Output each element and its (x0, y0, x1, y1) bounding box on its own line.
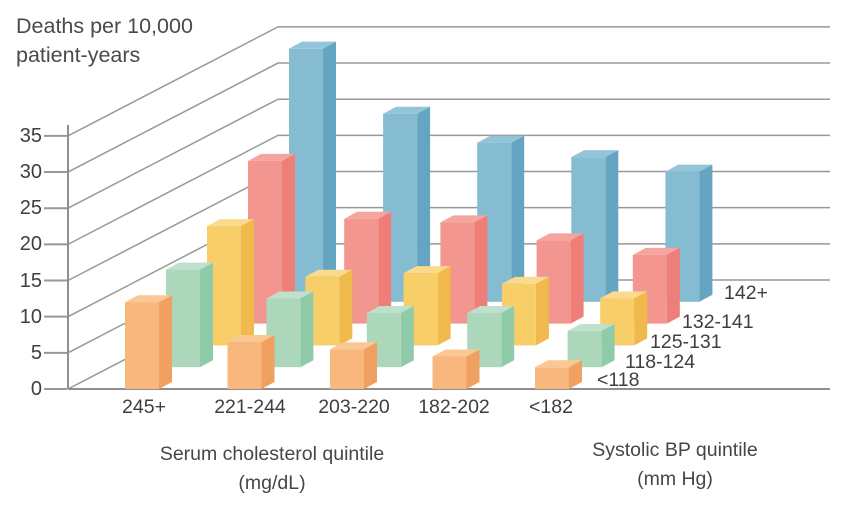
cholesterol-axis-unit: (mg/dL) (238, 472, 306, 494)
category-label-lt182: <182 (529, 396, 573, 418)
cholesterol-axis-title-text: Serum cholesterol quintile (159, 443, 385, 465)
cholesterol-axis-title: Serum cholesterol quintile (mg/dL) (112, 440, 432, 498)
bar-side-face (601, 324, 615, 368)
bar-118-124-182-202 (467, 305, 515, 368)
bar-125-131-245+ (207, 219, 254, 346)
bar-side-face (570, 233, 584, 324)
category-label-245plus: 245+ (122, 396, 166, 418)
bar-top-face (289, 41, 336, 49)
ytick-30: 30 (19, 161, 42, 184)
bar-front-face (227, 341, 262, 389)
bar-top-face (125, 295, 172, 303)
bar-side-face (400, 305, 414, 368)
bar-top-face (467, 305, 515, 313)
chart-title-line1: Deaths per 10,000 (16, 14, 193, 38)
depth-label-125-131: 125-131 (650, 331, 722, 353)
bar-side-face (339, 269, 353, 346)
depth-label-lt118: <118 (597, 369, 640, 391)
bar-<118-245+ (125, 295, 172, 389)
gridline (67, 62, 830, 173)
bar-top-face (567, 324, 615, 332)
bar-top-face (477, 135, 525, 143)
bar-top-face (535, 360, 582, 368)
chart-title-line2: patient-years (16, 43, 141, 67)
depth-label-118-124: 118-124 (625, 351, 696, 373)
chart-title: Deaths per 10,000 patient-years (16, 12, 193, 70)
bp-axis-title-text: Systolic BP quintile (592, 439, 758, 461)
gridline (67, 26, 830, 137)
category-label-221-244: 221-244 (214, 396, 286, 418)
bar-side-face (535, 276, 549, 346)
bar-top-face (227, 334, 275, 342)
bar-side-face (466, 349, 480, 389)
bar-side-face (282, 153, 295, 324)
bp-axis-title: Systolic BP quintile (mm Hg) (515, 436, 835, 494)
bar-side-face (417, 106, 431, 302)
ytick-35: 35 (19, 124, 42, 147)
bar-side-face (501, 305, 515, 368)
bar-top-face (383, 106, 431, 114)
bar-side-face (241, 219, 254, 346)
bar-side-face (437, 266, 451, 346)
gridline (67, 98, 830, 209)
bar-top-face (344, 211, 392, 219)
bar-side-face (261, 334, 275, 389)
bar-side-face (364, 342, 377, 389)
bar-top-face (330, 342, 377, 350)
ytick-10: 10 (19, 305, 42, 328)
bar-side-face (666, 247, 680, 324)
gridline (67, 134, 830, 246)
bar-<118-182-202 (432, 349, 480, 389)
ytick-5: 5 (30, 341, 42, 364)
bar-front-face (535, 367, 569, 389)
bar-side-face (699, 164, 713, 302)
bar-top-face (440, 215, 488, 223)
bar-side-face (378, 211, 392, 324)
bar-top-face (432, 349, 480, 357)
bar-top-face (248, 153, 295, 161)
category-label-182-202: 182-202 (418, 396, 490, 418)
bar-top-face (600, 291, 648, 299)
bar-top-face (266, 291, 314, 299)
ytick-20: 20 (19, 233, 42, 256)
bar-side-face (569, 360, 582, 389)
bar-top-face (665, 164, 713, 172)
bar-top-face (536, 233, 584, 241)
ytick-25: 25 (19, 197, 42, 220)
bar-side-face (605, 150, 619, 302)
bar-top-face (501, 276, 549, 284)
bar-top-face (403, 266, 451, 274)
bar-142+-245+ (289, 41, 336, 302)
bar-front-face (330, 349, 364, 389)
bar-side-face (474, 215, 488, 324)
bar-118-124-245+ (166, 262, 213, 368)
bar-top-face (207, 219, 254, 227)
bar-<118-221-244 (227, 334, 275, 389)
ytick-0: 0 (30, 378, 42, 400)
bar-top-face (166, 262, 213, 270)
bars (125, 41, 713, 389)
bar-side-face (300, 291, 314, 368)
bar-top-face (305, 269, 353, 277)
bar-top-face (571, 150, 619, 158)
bar-<118-<182 (535, 360, 582, 389)
bar-top-face (366, 305, 414, 313)
bar-side-face (323, 41, 336, 302)
depth-label-132-141: 132-141 (682, 311, 754, 333)
bar-<118-203-220 (330, 342, 377, 389)
bar-side-face (634, 291, 648, 346)
bar-side-face (511, 135, 525, 302)
bar-front-face (432, 356, 467, 389)
category-label-203-220: 203-220 (318, 396, 390, 418)
bar-side-face (200, 262, 213, 368)
bar-top-face (632, 247, 680, 255)
bar-132-141-<182 (632, 247, 680, 324)
bar-side-face (159, 295, 172, 389)
depth-label-142plus: 142+ (724, 282, 768, 304)
bp-axis-unit: (mm Hg) (637, 468, 713, 490)
bar-front-face (125, 302, 159, 389)
ytick-15: 15 (19, 269, 42, 292)
